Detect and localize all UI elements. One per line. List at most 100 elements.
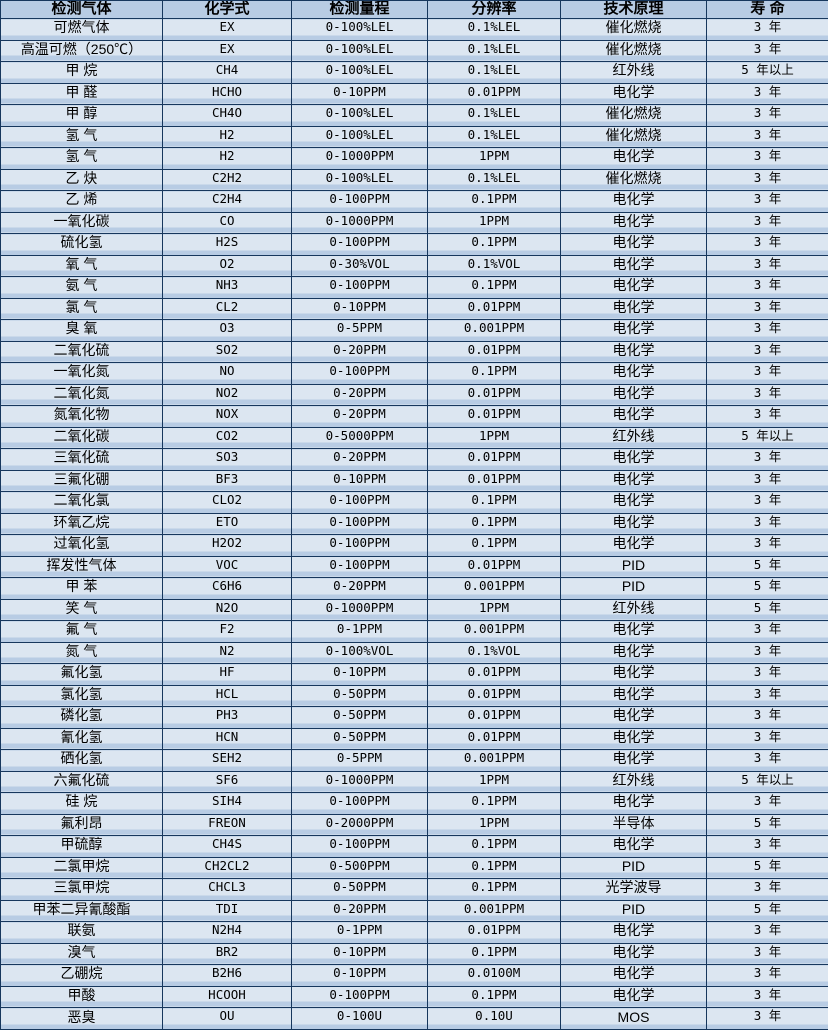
cell-lifespan: 3 年 — [706, 921, 828, 944]
cell-principle: 红外线 — [560, 426, 707, 449]
cell-resolution: 0.1%LEL — [427, 61, 561, 84]
cell-formula: ETO — [162, 512, 292, 535]
cell-lifespan: 3 年 — [706, 340, 828, 363]
cell-lifespan: 3 年 — [706, 964, 828, 987]
cell-lifespan: 3 年 — [706, 749, 828, 772]
cell-range: 0-5PPM — [291, 319, 428, 342]
cell-resolution: 0.01PPM — [427, 921, 561, 944]
cell-principle: 催化燃烧 — [560, 18, 707, 41]
cell-principle: 电化学 — [560, 534, 707, 557]
cell-resolution: 0.1PPM — [427, 985, 561, 1008]
table-row: 笑 气 N2O 0-1000PPM 1PPM 红外线 5 年 — [0, 598, 828, 621]
cell-gas: 硒化氢 — [0, 749, 163, 772]
cell-resolution: 0.001PPM — [427, 899, 561, 922]
cell-principle: 电化学 — [560, 319, 707, 342]
cell-range: 0-10PPM — [291, 469, 428, 492]
cell-principle: 电化学 — [560, 147, 707, 170]
cell-formula: N2 — [162, 641, 292, 664]
table-row: 磷化氢 PH3 0-50PPM 0.01PPM 电化学 3 年 — [0, 706, 828, 729]
cell-principle: 电化学 — [560, 340, 707, 363]
cell-resolution: 0.1%LEL — [427, 104, 561, 127]
cell-range: 0-20PPM — [291, 899, 428, 922]
cell-gas: 一氧化氮 — [0, 362, 163, 385]
cell-formula: CLO2 — [162, 491, 292, 514]
cell-principle: 电化学 — [560, 297, 707, 320]
cell-lifespan: 3 年 — [706, 233, 828, 256]
cell-lifespan: 5 年以上 — [706, 770, 828, 793]
cell-range: 0-100%LEL — [291, 61, 428, 84]
table-row: 氢 气 H2 0-1000PPM 1PPM 电化学 3 年 — [0, 147, 828, 170]
cell-formula: B2H6 — [162, 964, 292, 987]
header-gas: 检测气体 — [0, 0, 163, 19]
cell-gas: 氮氧化物 — [0, 405, 163, 428]
cell-resolution: 0.1PPM — [427, 942, 561, 965]
cell-principle: 电化学 — [560, 942, 707, 965]
cell-gas: 挥发性气体 — [0, 555, 163, 578]
table-row: 臭 氧 O3 0-5PPM 0.001PPM 电化学 3 年 — [0, 319, 828, 342]
table-row: 甲酸 HCOOH 0-100PPM 0.1PPM 电化学 3 年 — [0, 985, 828, 1008]
cell-principle: MOS — [560, 1007, 707, 1030]
cell-resolution: 0.01PPM — [427, 684, 561, 707]
table-row: 可燃气体 EX 0-100%LEL 0.1%LEL 催化燃烧 3 年 — [0, 18, 828, 41]
cell-range: 0-1000PPM — [291, 147, 428, 170]
cell-lifespan: 5 年 — [706, 577, 828, 600]
cell-lifespan: 3 年 — [706, 254, 828, 277]
cell-formula: O2 — [162, 254, 292, 277]
cell-principle: 电化学 — [560, 749, 707, 772]
cell-formula: H2 — [162, 125, 292, 148]
cell-lifespan: 3 年 — [706, 190, 828, 213]
cell-range: 0-2000PPM — [291, 813, 428, 836]
cell-range: 0-10PPM — [291, 82, 428, 105]
cell-resolution: 0.01PPM — [427, 297, 561, 320]
cell-lifespan: 3 年 — [706, 684, 828, 707]
cell-gas: 甲苯二异氰酸酯 — [0, 899, 163, 922]
cell-gas: 氟 气 — [0, 620, 163, 643]
header-lifespan: 寿 命 — [706, 0, 828, 19]
cell-formula: BF3 — [162, 469, 292, 492]
cell-range: 0-1000PPM — [291, 211, 428, 234]
cell-lifespan: 3 年 — [706, 405, 828, 428]
cell-range: 0-100PPM — [291, 792, 428, 815]
cell-principle: 电化学 — [560, 362, 707, 385]
cell-principle: 电化学 — [560, 684, 707, 707]
cell-formula: H2S — [162, 233, 292, 256]
table-row: 氯 气 CL2 0-10PPM 0.01PPM 电化学 3 年 — [0, 297, 828, 320]
cell-lifespan: 3 年 — [706, 491, 828, 514]
cell-formula: SF6 — [162, 770, 292, 793]
cell-resolution: 0.1PPM — [427, 856, 561, 879]
table-row: 二氧化氮 NO2 0-20PPM 0.01PPM 电化学 3 年 — [0, 383, 828, 406]
cell-resolution: 0.01PPM — [427, 555, 561, 578]
cell-lifespan: 3 年 — [706, 18, 828, 41]
cell-formula: F2 — [162, 620, 292, 643]
cell-range: 0-50PPM — [291, 727, 428, 750]
cell-range: 0-20PPM — [291, 577, 428, 600]
cell-gas: 甲 烷 — [0, 61, 163, 84]
cell-lifespan: 5 年以上 — [706, 61, 828, 84]
cell-gas: 笑 气 — [0, 598, 163, 621]
cell-range: 0-20PPM — [291, 448, 428, 471]
cell-lifespan: 3 年 — [706, 878, 828, 901]
table-row: 氢 气 H2 0-100%LEL 0.1%LEL 催化燃烧 3 年 — [0, 125, 828, 148]
cell-range: 0-100PPM — [291, 233, 428, 256]
cell-resolution: 0.01PPM — [427, 727, 561, 750]
cell-gas: 过氧化氢 — [0, 534, 163, 557]
table-row: 三氟化硼 BF3 0-10PPM 0.01PPM 电化学 3 年 — [0, 469, 828, 492]
table-row: 硅 烷 SIH4 0-100PPM 0.1PPM 电化学 3 年 — [0, 792, 828, 815]
table-row: 六氟化硫 SF6 0-1000PPM 1PPM 红外线 5 年以上 — [0, 770, 828, 793]
cell-principle: 电化学 — [560, 512, 707, 535]
cell-range: 0-10PPM — [291, 297, 428, 320]
cell-principle: 电化学 — [560, 82, 707, 105]
cell-range: 0-100%LEL — [291, 39, 428, 62]
cell-gas: 硫化氢 — [0, 233, 163, 256]
cell-lifespan: 3 年 — [706, 168, 828, 191]
cell-resolution: 1PPM — [427, 211, 561, 234]
table-row: 挥发性气体 VOC 0-100PPM 0.01PPM PID 5 年 — [0, 555, 828, 578]
table-row: 乙硼烷 B2H6 0-10PPM 0.0100M 电化学 3 年 — [0, 964, 828, 987]
cell-range: 0-100PPM — [291, 276, 428, 299]
cell-principle: PID — [560, 899, 707, 922]
cell-gas: 三氯甲烷 — [0, 878, 163, 901]
header-row: 检测气体 化学式 检测量程 分辨率 技术原理 寿 命 — [0, 0, 828, 19]
cell-gas: 二氧化碳 — [0, 426, 163, 449]
cell-lifespan: 5 年 — [706, 856, 828, 879]
